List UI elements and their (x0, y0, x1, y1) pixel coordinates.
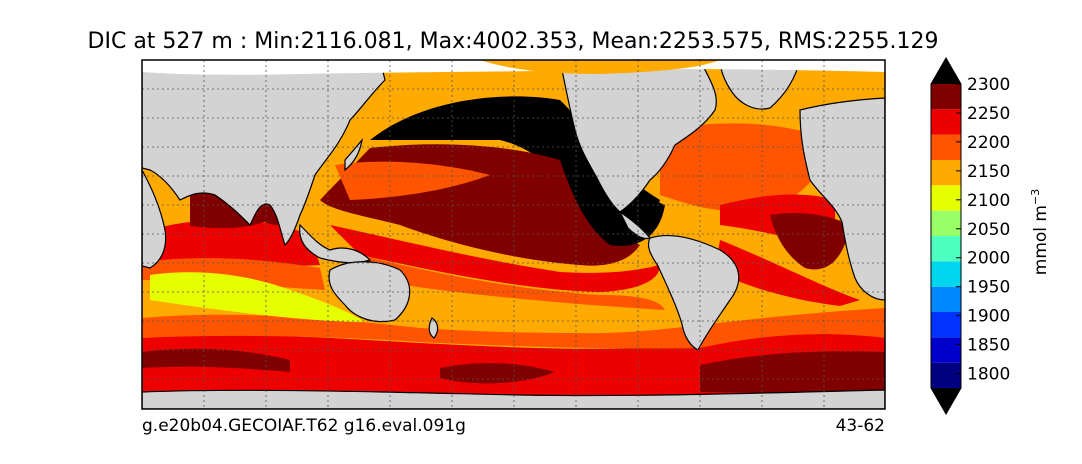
caption-right: 43-62 (836, 416, 885, 436)
equatorial-pacific-orange (360, 255, 665, 310)
indian-ocean-orange-band (142, 258, 325, 290)
colorbar-tick-label: 2200 (967, 133, 1010, 153)
map-gridlines (142, 60, 885, 409)
colorbar-tick-label: 1950 (967, 278, 1010, 298)
south-atlantic-maroon (770, 213, 850, 270)
colorbar-segment (931, 109, 961, 135)
colorbar-tick-label: 2250 (967, 104, 1010, 124)
colorbar-segment (931, 312, 961, 338)
caption-left: g.e20b04.GECOIAF.T62 g16.eval.091g (142, 416, 466, 436)
southern-ocean-patch-maroon (440, 363, 555, 384)
colorbar-segment (931, 286, 961, 312)
colorbar-tick-label: 1850 (967, 336, 1010, 356)
colorbar-segment (931, 362, 961, 388)
colorbar: 1800 1850 1900 1950 2000 2050 2100 2150 2200 2250… (930, 56, 1010, 416)
north-pacific-orange-tongue (335, 161, 490, 200)
land-masses (142, 60, 885, 409)
southern-ocean-band-maroon-west (142, 348, 290, 372)
colorbar-extend-low (931, 388, 961, 414)
colorbar-segment (931, 84, 961, 110)
colorbar-segment (931, 261, 961, 287)
equatorial-pacific-red (330, 225, 660, 292)
colorbar-segment (931, 185, 961, 211)
colorbar-tick-label: 2050 (967, 220, 1010, 240)
colorbar-extend-high (931, 58, 961, 84)
colorbar-outline (930, 56, 962, 416)
north-atlantic-orange (660, 123, 830, 212)
colorbar-tick-label: 1800 (967, 365, 1010, 385)
colorbar-segment (931, 134, 961, 160)
colorbar-tick-label: 2300 (967, 75, 1010, 95)
colorbar-tick-label: 1900 (967, 307, 1010, 327)
colorbar-segment (931, 236, 961, 262)
colorbar-tick-label: 2150 (967, 162, 1010, 182)
south-atlantic-red (715, 240, 860, 306)
colorbar-tick-label: 2100 (967, 191, 1010, 211)
map-panel (142, 60, 885, 409)
colorbar-segment (931, 210, 961, 236)
colorbar-tick-label: 2000 (967, 249, 1010, 269)
indian-ocean-red-band (142, 219, 320, 270)
colorbar-label: mmol m−3 (1029, 189, 1051, 275)
colorbar-segment (931, 160, 961, 186)
southern-ocean-band-maroon-east (700, 351, 885, 395)
indian-ocean-yellow-patch (150, 272, 365, 322)
arctic-orange-band (480, 60, 720, 74)
chart-title: DIC at 527 m : Min:2116.081, Max:4002.35… (88, 29, 939, 54)
colorbar-segment (931, 337, 961, 363)
map-frame (141, 59, 886, 410)
